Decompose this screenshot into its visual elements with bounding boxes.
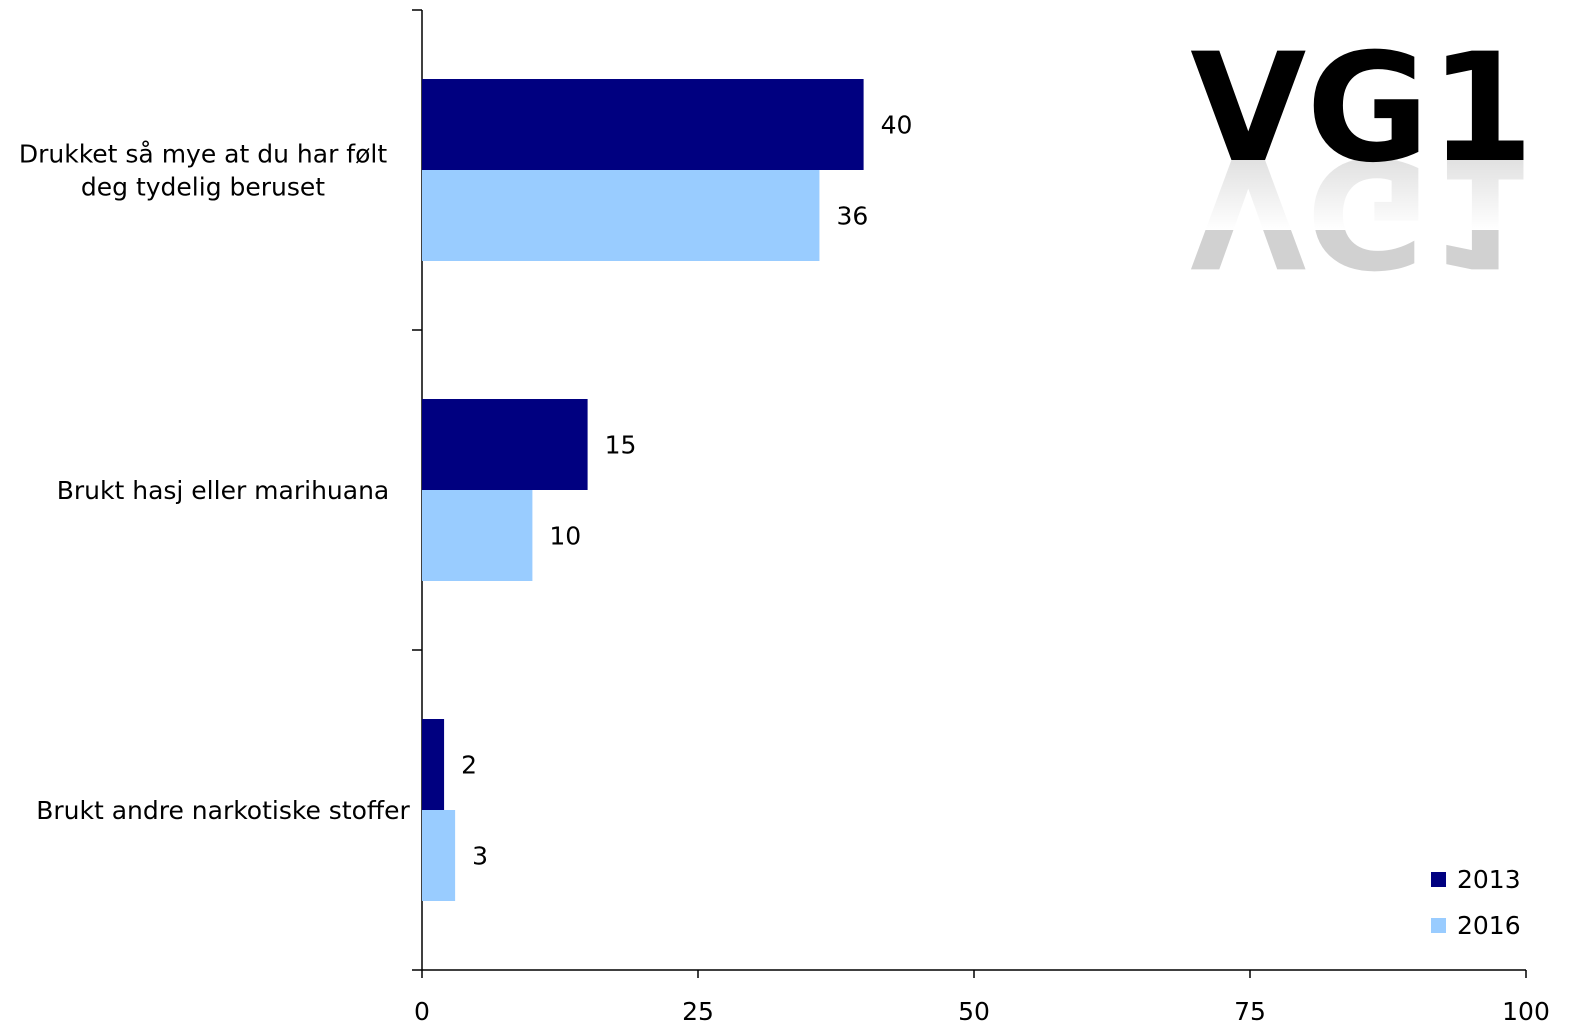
data-label: 15 bbox=[605, 431, 637, 460]
labels: 40 36 Drukket så mye at du har følt deg tyd… bbox=[19, 111, 913, 871]
data-label: 10 bbox=[549, 522, 581, 551]
x-tick-label: 25 bbox=[682, 997, 714, 1026]
x-tick-label: 100 bbox=[1502, 997, 1550, 1026]
category-label: Brukt hasj eller marihuana bbox=[57, 476, 390, 505]
x-tick-label: 50 bbox=[958, 997, 990, 1026]
data-label: 40 bbox=[881, 111, 913, 140]
bar-2016-2 bbox=[422, 810, 456, 901]
category-label-line: deg tydelig beruset bbox=[81, 173, 325, 202]
bar-2013-0 bbox=[422, 79, 864, 170]
data-label: 3 bbox=[472, 842, 488, 871]
x-tick-label: 75 bbox=[1234, 997, 1266, 1026]
bar-2016-0 bbox=[422, 170, 820, 261]
vg1-logo: VG1 VG1 bbox=[1190, 22, 1534, 298]
bar-2013-1 bbox=[422, 399, 588, 490]
legend-swatch-2016 bbox=[1431, 918, 1446, 933]
data-label: 36 bbox=[836, 202, 868, 231]
legend-label: 2013 bbox=[1457, 865, 1521, 894]
bar-2016-1 bbox=[422, 490, 533, 581]
category-label: Brukt andre narkotiske stoffer bbox=[36, 796, 410, 825]
category-label: Drukket så mye at du har følt deg tydelig… bbox=[19, 140, 387, 202]
bar-2013-2 bbox=[422, 719, 445, 810]
x-tick-label: 0 bbox=[414, 997, 430, 1026]
data-label: 2 bbox=[461, 751, 477, 780]
logo-text: VG1 bbox=[1190, 22, 1534, 196]
bars bbox=[422, 79, 864, 901]
legend: 2013 2016 bbox=[1431, 865, 1521, 940]
legend-swatch-2013 bbox=[1431, 872, 1446, 887]
category-label-line: Drukket så mye at du har følt bbox=[19, 140, 387, 169]
logo-reflection-fade bbox=[1200, 160, 1530, 230]
legend-label: 2016 bbox=[1457, 911, 1521, 940]
axes: 0 25 50 75 100 bbox=[412, 9, 1550, 1026]
category-label-line: Brukt andre narkotiske stoffer bbox=[36, 796, 410, 825]
category-label-line: Brukt hasj eller marihuana bbox=[57, 476, 390, 505]
